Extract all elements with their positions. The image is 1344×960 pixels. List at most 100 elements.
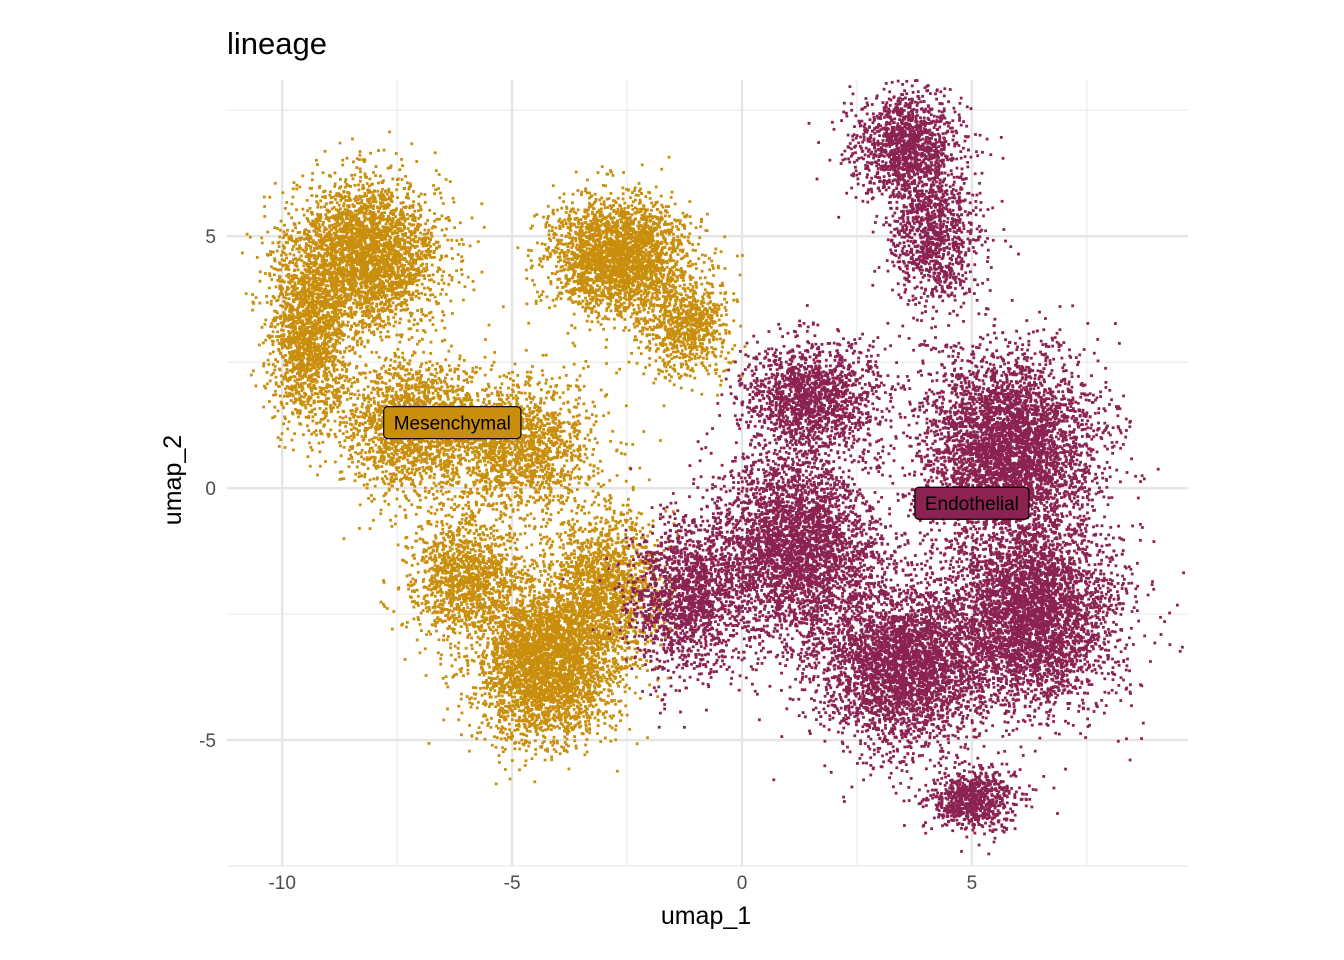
data-point — [533, 780, 536, 783]
data-point — [335, 377, 338, 380]
data-point — [612, 623, 615, 626]
data-point — [439, 293, 442, 296]
data-point — [417, 571, 420, 574]
data-point — [289, 361, 292, 364]
data-point — [339, 445, 342, 448]
data-point — [421, 458, 424, 461]
data-point — [401, 465, 404, 468]
data-point — [572, 342, 575, 345]
data-point — [591, 413, 594, 416]
data-point — [321, 196, 324, 199]
data-point — [547, 468, 550, 471]
data-point — [537, 481, 540, 484]
data-point — [573, 553, 576, 556]
data-point — [619, 637, 622, 640]
data-point — [290, 399, 293, 402]
data-point — [509, 540, 512, 543]
data-point — [644, 322, 647, 325]
data-point — [497, 536, 500, 539]
data-point — [724, 306, 727, 309]
data-point — [550, 728, 553, 731]
data-point — [572, 704, 575, 707]
data-point — [352, 376, 355, 379]
data-point — [463, 379, 466, 382]
data-point — [648, 684, 651, 687]
data-point — [267, 254, 270, 257]
data-point — [346, 398, 349, 401]
data-point — [457, 462, 460, 465]
data-point — [399, 456, 402, 459]
data-point — [578, 397, 581, 400]
data-point — [426, 219, 429, 222]
data-point — [493, 361, 496, 364]
data-point — [435, 497, 438, 500]
data-point — [653, 544, 656, 547]
data-point — [435, 630, 438, 633]
data-point — [526, 500, 529, 503]
data-point — [407, 227, 410, 230]
data-point — [458, 476, 461, 479]
data-point — [320, 206, 323, 209]
data-point — [278, 368, 281, 371]
data-point — [428, 490, 431, 493]
data-point — [268, 363, 271, 366]
data-point — [542, 560, 545, 563]
data-point — [511, 371, 514, 374]
data-point — [585, 417, 588, 420]
data-point — [445, 178, 448, 181]
data-point — [525, 484, 528, 487]
data-point — [533, 704, 536, 707]
data-point — [672, 259, 675, 262]
data-point — [292, 196, 295, 199]
data-point — [568, 768, 571, 771]
data-point — [688, 232, 691, 235]
data-point — [383, 458, 386, 461]
data-point — [461, 712, 464, 715]
data-point — [602, 414, 605, 417]
data-point — [601, 165, 604, 168]
data-point — [574, 327, 577, 330]
data-point — [367, 443, 370, 446]
data-point — [382, 326, 385, 329]
data-point — [562, 543, 565, 546]
data-point — [443, 314, 446, 317]
data-point — [423, 277, 426, 280]
data-point — [563, 193, 566, 196]
data-point — [353, 381, 356, 384]
data-point — [390, 359, 393, 362]
data-point — [251, 293, 254, 296]
data-point — [408, 320, 411, 323]
data-point — [273, 273, 276, 276]
chart-title: lineage — [227, 26, 327, 61]
data-point — [578, 430, 581, 433]
data-point — [466, 626, 469, 629]
data-point — [645, 248, 648, 251]
data-point — [393, 373, 396, 376]
data-point — [670, 353, 673, 356]
data-point — [283, 259, 286, 262]
data-point — [577, 189, 580, 192]
data-point — [556, 532, 559, 535]
data-point — [435, 537, 438, 540]
data-point — [680, 302, 683, 305]
data-point — [500, 558, 503, 561]
data-point — [282, 329, 285, 332]
data-point — [555, 298, 558, 301]
data-point — [486, 534, 489, 537]
data-point — [541, 265, 544, 268]
data-point — [675, 355, 678, 358]
data-point — [368, 329, 371, 332]
data-point — [668, 156, 671, 159]
data-point — [497, 646, 500, 649]
data-point — [407, 217, 410, 220]
data-point — [698, 236, 701, 239]
data-point — [442, 604, 445, 607]
data-point — [308, 442, 311, 445]
data-point — [417, 604, 420, 607]
data-point — [480, 202, 483, 205]
data-point — [339, 421, 342, 424]
data-point — [413, 323, 416, 326]
data-point — [607, 618, 610, 621]
data-point — [418, 297, 421, 300]
data-point — [567, 332, 570, 335]
